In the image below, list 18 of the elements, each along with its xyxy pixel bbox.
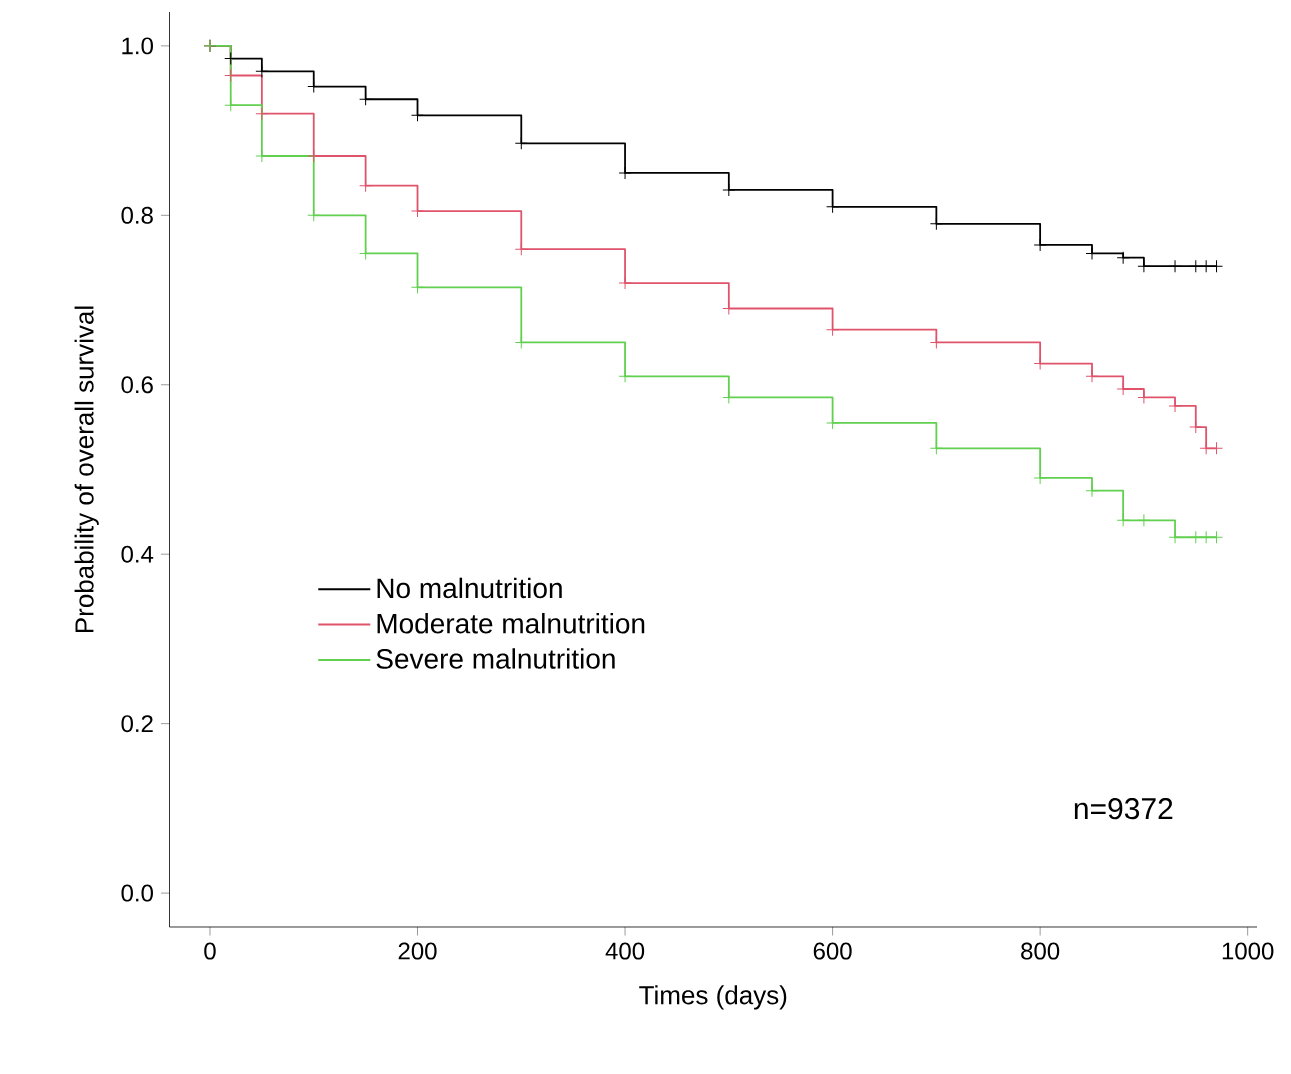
y-tick-label: 0.2	[121, 715, 153, 733]
annotation: n=9372	[1074, 798, 1173, 820]
legend-label: Moderate malnutrition	[377, 612, 645, 634]
y-tick-label: 1.0	[122, 37, 153, 55]
y-tick-label: 0.6	[121, 376, 153, 394]
x-tick-label: 600	[813, 942, 852, 960]
x-tick-label: 1000	[1222, 942, 1274, 960]
x-tick-label: 200	[398, 942, 437, 960]
y-tick-label: 0.0	[121, 884, 153, 902]
y-axis-title: Probability of overall survival	[74, 306, 99, 633]
legend-label: No malnutrition	[377, 577, 562, 599]
x-tick-label: 800	[1021, 942, 1060, 960]
y-tick-label: 0.8	[121, 206, 153, 224]
x-axis-title: Times (days)	[639, 985, 787, 1010]
y-tick-label: 0.4	[121, 545, 154, 563]
x-tick-label: 0	[204, 942, 216, 960]
legend-label: Severe malnutrition	[376, 648, 615, 669]
x-tick-label: 400	[605, 942, 645, 960]
